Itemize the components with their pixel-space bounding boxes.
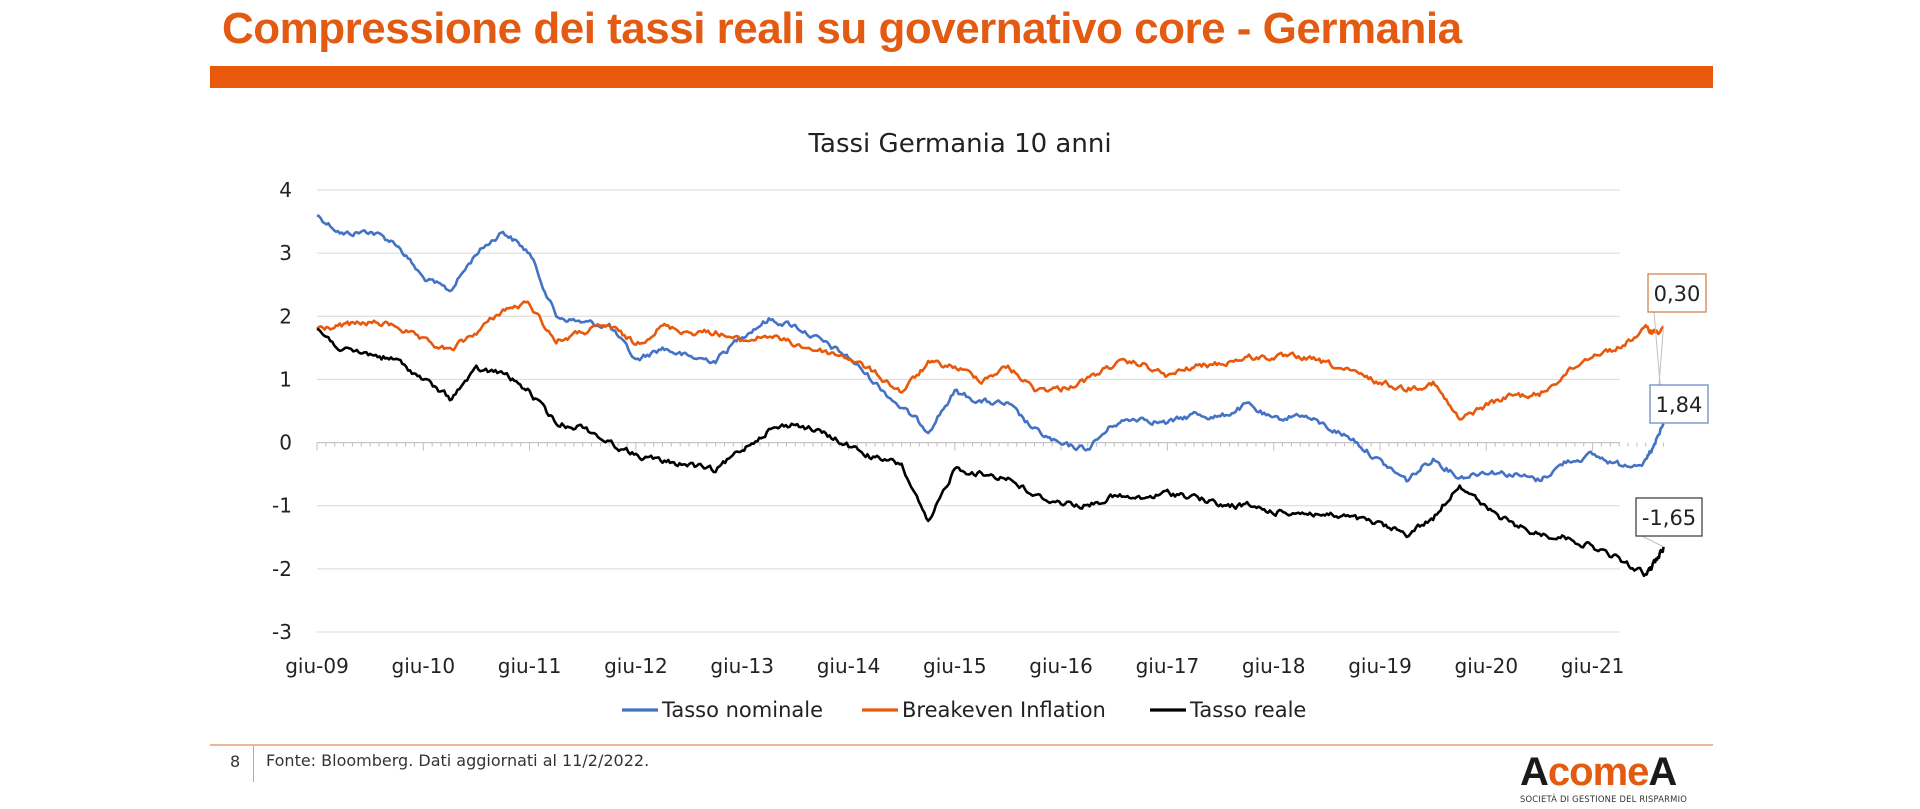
legend-label: Breakeven Inflation <box>902 698 1106 722</box>
callout-leader <box>1641 535 1664 548</box>
line-chart: Tassi Germania 10 anni 4 3 2 1 0 -1 -2 -3 giu-0… <box>272 129 1709 722</box>
title-accent-bar <box>210 66 1713 88</box>
x-axis-ticks: giu-09 giu-10 giu-11 giu-12 giu-13 giu-14 giu-… <box>285 654 1624 678</box>
x-tick-label: giu-10 <box>392 654 456 678</box>
legend-label: Tasso reale <box>1189 698 1306 722</box>
y-axis-ticks: 4 3 2 1 0 -1 -2 -3 <box>272 178 292 644</box>
x-tick-label: giu-12 <box>604 654 668 678</box>
source-note: Fonte: Bloomberg. Dati aggiornati al 11/… <box>266 751 650 770</box>
legend: Tasso nominale Breakeven Inflation Tasso r… <box>622 698 1306 722</box>
x-tick-label: giu-16 <box>1029 654 1093 678</box>
x-tick-label: giu-18 <box>1242 654 1306 678</box>
series-lines <box>316 214 1665 578</box>
chart-title: Tassi Germania 10 anni <box>807 129 1111 159</box>
callout-box <box>1635 497 1703 537</box>
callout-box <box>1649 384 1709 424</box>
series-end-label: 1,84 <box>1656 393 1703 417</box>
legend-label: Tasso nominale <box>661 698 823 722</box>
y-tick-label: 0 <box>279 431 292 455</box>
y-tick-label: -3 <box>272 620 292 644</box>
callout-box <box>1647 273 1707 313</box>
x-tick-label: giu-09 <box>285 654 349 678</box>
logo-wordmark: AcomeA <box>1520 750 1677 794</box>
y-tick-label: 2 <box>279 304 292 328</box>
company-logo: AcomeA SOCIETÀ DI GESTIONE DEL RISPARMIO <box>1520 752 1700 806</box>
logo-subtitle: SOCIETÀ DI GESTIONE DEL RISPARMIO <box>1520 794 1688 804</box>
y-tick-label: 3 <box>279 241 292 265</box>
x-tick-label: giu-13 <box>710 654 774 678</box>
x-tick-label: giu-21 <box>1561 654 1625 678</box>
page-number: 8 <box>230 752 241 771</box>
y-tick-label: -2 <box>272 557 292 581</box>
x-tick-label: giu-19 <box>1348 654 1412 678</box>
x-tick-label: giu-11 <box>498 654 562 678</box>
series-line <box>316 327 1665 578</box>
series-end-label: 0,30 <box>1654 282 1701 306</box>
gridlines <box>316 189 1664 633</box>
y-tick-label: 4 <box>279 178 292 202</box>
y-tick-label: 1 <box>279 367 292 391</box>
series-line <box>316 300 1665 421</box>
x-tick-label: giu-20 <box>1455 654 1519 678</box>
y-tick-label: -1 <box>272 494 292 518</box>
x-tick-label: giu-17 <box>1136 654 1200 678</box>
footer-separator <box>253 746 254 782</box>
footer-divider <box>210 744 1713 746</box>
x-tick-label: giu-15 <box>923 654 987 678</box>
slide-title: Compressione dei tassi reali su governat… <box>222 4 1462 53</box>
end-labels: 0,30 1,84 -1,65 <box>1635 273 1709 548</box>
x-tick-label: giu-14 <box>817 654 881 678</box>
series-line <box>316 214 1665 483</box>
series-end-label: -1,65 <box>1642 506 1696 530</box>
